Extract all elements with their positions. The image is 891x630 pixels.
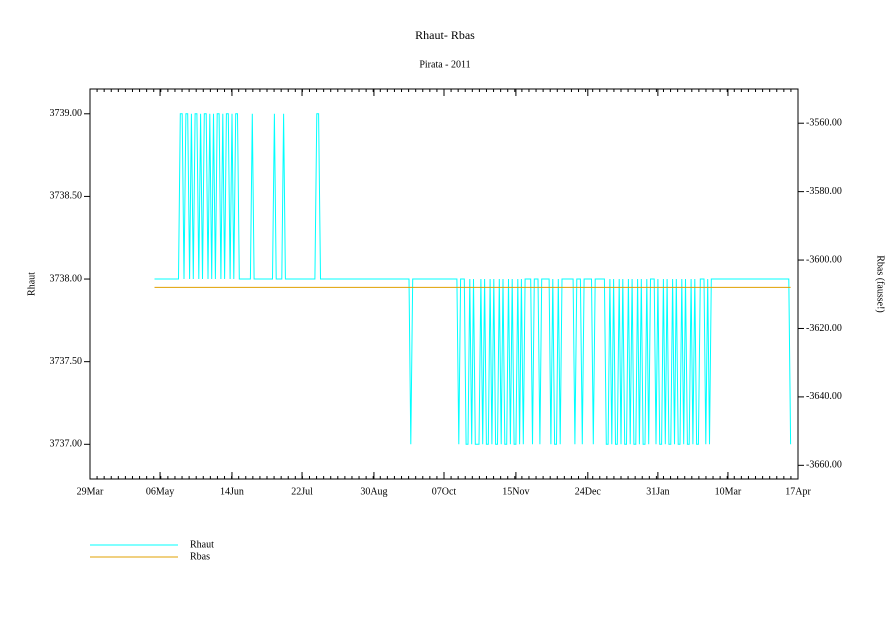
y-tick-label: 3738.00 [50,273,83,284]
y-tick-label: 3738.50 [50,191,83,202]
y2-tick-label: -3560.00 [806,118,842,129]
plot-frame [89,88,799,480]
y2-tick-label: -3660.00 [806,460,842,471]
x-tick-label: 15Nov [502,486,529,497]
y-tick-label: 3737.00 [50,439,83,450]
x-tick-label: 14Jun [220,486,244,497]
legend-label: Rhaut [190,539,214,550]
legend-label: Rbas [190,551,210,562]
x-tick-label: 10Mar [715,486,742,497]
y-axis-label: Rhaut [26,272,37,296]
y2-tick-label: -3620.00 [806,323,842,334]
x-tick-label: 06May [146,486,174,497]
x-tick-label: 07Oct [432,486,457,497]
x-tick-label: 31Jan [646,486,669,497]
x-tick-label: 22Jul [291,486,313,497]
y-tick-label: 3739.00 [50,108,83,119]
x-tick-label: 30Aug [360,486,387,497]
chart-title: Rhaut- Rbas [415,28,475,42]
y2-tick-label: -3640.00 [806,391,842,402]
y2-tick-label: -3580.00 [806,186,842,197]
y-tick-label: 3737.50 [50,356,83,367]
y2-axis-label: Rbas (fausse!) [875,255,886,312]
x-tick-label: 29Mar [77,486,104,497]
y2-tick-label: -3600.00 [806,254,842,265]
chart-subtitle: Pirata - 2011 [419,59,470,70]
x-tick-label: 17Apr [785,486,811,497]
x-tick-label: 24Dec [575,486,602,497]
series-line [154,113,792,445]
